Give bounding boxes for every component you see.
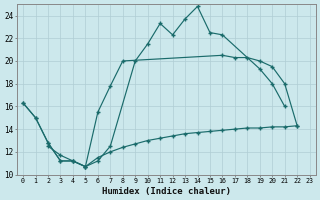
X-axis label: Humidex (Indice chaleur): Humidex (Indice chaleur) [102, 187, 231, 196]
